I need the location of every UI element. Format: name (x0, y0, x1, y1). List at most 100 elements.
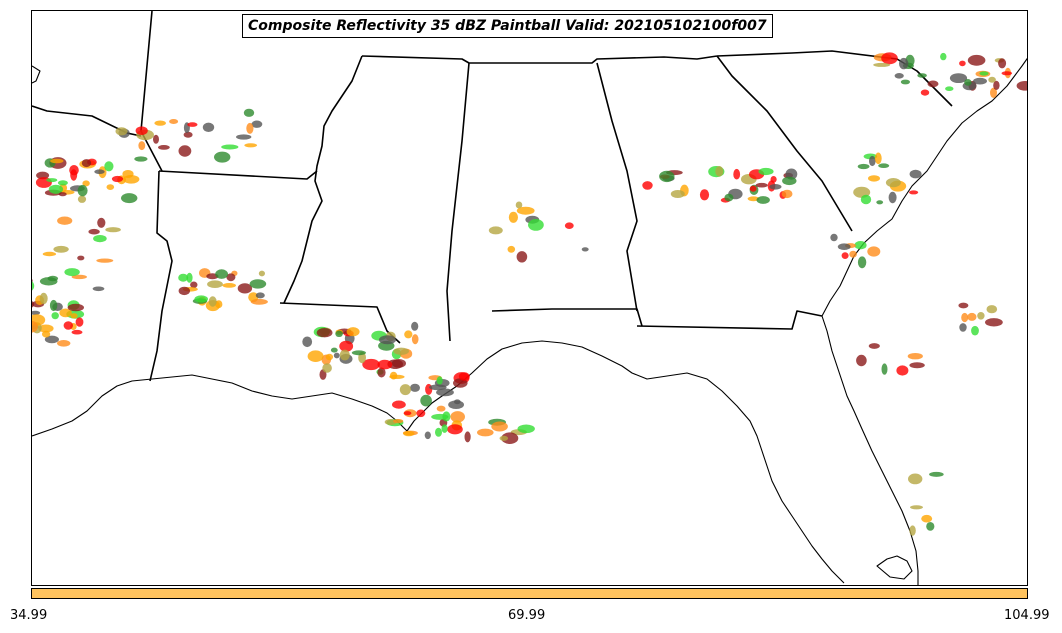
reflectivity-blob (528, 219, 544, 231)
reflectivity-blob (237, 283, 253, 294)
reflectivity-blob (959, 323, 967, 332)
reflectivity-blob (876, 200, 884, 205)
reflectivity-blob (755, 182, 768, 188)
reflectivity-blob (67, 303, 84, 312)
reflectivity-blob (246, 122, 254, 134)
reflectivity-blob (830, 233, 838, 242)
reflectivity-blob (393, 419, 404, 424)
reflectivity-paintball (32, 52, 1027, 536)
reflectivity-blob (46, 178, 58, 183)
reflectivity-blob (856, 354, 867, 367)
reflectivity-blob (169, 119, 179, 124)
reflectivity-blob (71, 329, 83, 335)
reflectivity-blob (339, 349, 350, 361)
reflectivity-blob (93, 235, 107, 243)
reflectivity-blob (986, 305, 998, 314)
reflectivity-blob (733, 168, 741, 180)
reflectivity-blob (351, 350, 366, 356)
colorbar-tick-max: 104.99 (1004, 608, 1050, 623)
reflectivity-blob (920, 89, 930, 96)
colorbar-tick-min: 34.99 (10, 608, 48, 623)
reflectivity-blob (900, 79, 911, 85)
coastline (32, 57, 1027, 585)
reflectivity-blob (961, 312, 969, 323)
reflectivity-blob (243, 108, 255, 117)
reflectivity-blob (993, 80, 1000, 90)
reflectivity-blob (69, 165, 79, 176)
reflectivity-blob (111, 175, 124, 183)
reflectivity-blob (873, 62, 891, 67)
reflectivity-blob (908, 473, 923, 485)
reflectivity-blob (411, 321, 419, 331)
reflectivity-blob (758, 167, 774, 176)
reflectivity-blob (32, 310, 41, 315)
reflectivity-blob (302, 336, 313, 348)
reflectivity-blob (441, 424, 448, 433)
reflectivity-blob (985, 318, 1003, 327)
reflectivity-blob (458, 372, 470, 381)
reflectivity-blob (442, 411, 451, 422)
colorbar (31, 588, 1028, 599)
reflectivity-blob (339, 340, 354, 352)
reflectivity-blob (435, 427, 442, 437)
reflectivity-blob (971, 325, 979, 336)
reflectivity-blob (187, 122, 198, 127)
reflectivity-blob (202, 122, 215, 132)
reflectivity-blob (71, 274, 87, 280)
reflectivity-blob (42, 330, 51, 338)
reflectivity-blob (138, 141, 146, 151)
reflectivity-blob (346, 327, 360, 337)
reflectivity-blob (50, 158, 64, 164)
reflectivity-blob (949, 73, 968, 83)
reflectivity-blob (226, 273, 236, 282)
reflectivity-blob (416, 409, 426, 418)
reflectivity-blob (979, 71, 989, 76)
reflectivity-blob (888, 191, 897, 204)
reflectivity-blob (874, 152, 882, 165)
reflectivity-blob (82, 180, 90, 187)
reflectivity-blob (330, 347, 338, 353)
reflectivity-blob (92, 286, 105, 292)
reflectivity-blob (770, 176, 777, 183)
reflectivity-blob (1016, 81, 1027, 91)
reflectivity-blob (135, 126, 148, 135)
reflectivity-blob (377, 367, 386, 378)
reflectivity-blob (781, 189, 793, 199)
reflectivity-blob (517, 424, 535, 434)
reflectivity-blob (77, 195, 87, 203)
reflectivity-blob (134, 156, 148, 162)
reflectivity-blob (404, 330, 413, 339)
reflectivity-blob (642, 181, 653, 190)
reflectivity-blob (244, 143, 258, 148)
reflectivity-blob (410, 383, 420, 392)
reflectivity-blob (747, 196, 760, 202)
reflectivity-blob (885, 178, 901, 188)
reflectivity-blob (945, 86, 954, 91)
map-canvas (32, 11, 1027, 585)
reflectivity-blob (190, 281, 198, 289)
reflectivity-blob (867, 246, 881, 257)
reflectivity-blob (44, 335, 59, 344)
reflectivity-blob (515, 201, 523, 209)
reflectivity-blob (899, 57, 909, 70)
reflectivity-blob (724, 193, 734, 202)
reflectivity-blob (516, 251, 528, 263)
reflectivity-blob (255, 292, 265, 299)
reflectivity-blob (63, 321, 73, 330)
reflectivity-blob (990, 87, 997, 99)
reflectivity-blob (967, 312, 977, 321)
reflectivity-blob (153, 134, 159, 144)
reflectivity-blob (194, 295, 208, 303)
reflectivity-blob (154, 120, 166, 126)
reflectivity-blob (77, 184, 88, 197)
reflectivity-blob (316, 328, 333, 338)
reflectivity-blob (236, 134, 252, 140)
reflectivity-blob (403, 411, 412, 416)
reflectivity-blob (362, 358, 380, 371)
reflectivity-blob (307, 350, 324, 363)
reflectivity-blob (841, 252, 849, 259)
reflectivity-blob (186, 272, 193, 283)
reflectivity-blob (436, 405, 446, 412)
reflectivity-blob (403, 430, 415, 437)
reflectivity-blob (1001, 71, 1013, 76)
